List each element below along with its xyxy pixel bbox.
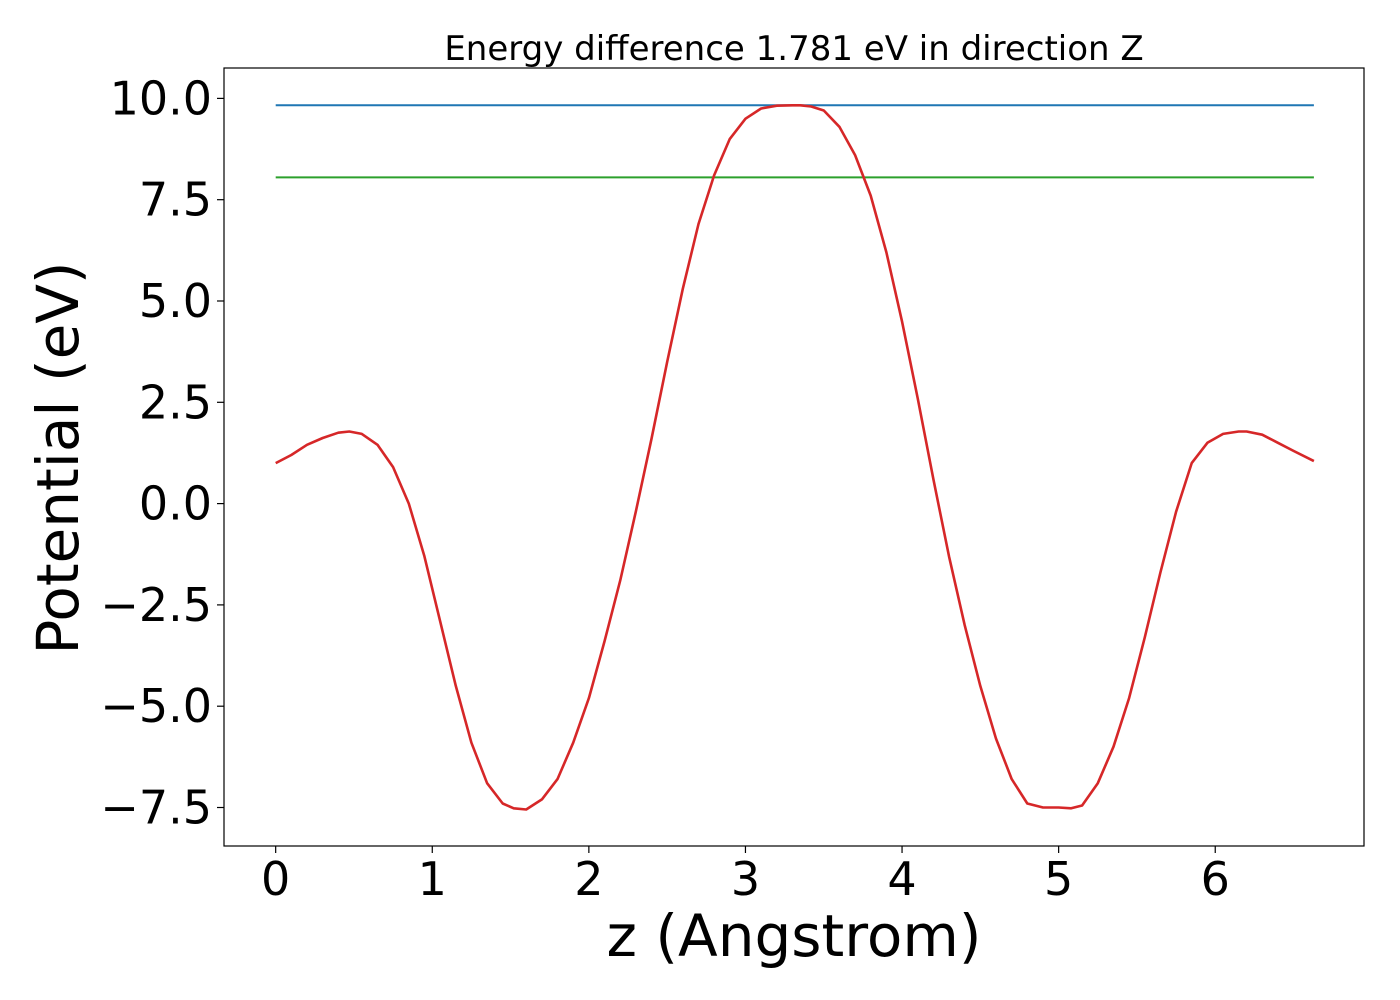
y-tick-label: −7.5 (100, 781, 212, 835)
y-tick-label: 2.5 (139, 375, 212, 429)
x-axis-label: z (Angstrom) (607, 902, 982, 970)
x-tick-label: 5 (1044, 852, 1073, 906)
plot-frame (223, 67, 1365, 847)
x-tick-label: 4 (887, 852, 916, 906)
y-tick-label: −5.0 (100, 679, 212, 733)
y-tick-label: 5.0 (139, 274, 212, 328)
y-tick-label: 7.5 (139, 173, 212, 227)
series-layer (275, 104, 1315, 811)
y-tick-label: 10.0 (110, 71, 212, 125)
x-axis: 0 1 2 3 4 5 6 (261, 846, 1230, 906)
x-tick-label: 2 (574, 852, 603, 906)
x-tick-label: 6 (1201, 852, 1230, 906)
x-tick-label: 0 (261, 852, 290, 906)
x-tick-label: 3 (731, 852, 760, 906)
y-tick-label: −2.5 (100, 578, 212, 632)
y-tick-label: 0.0 (139, 477, 212, 531)
x-tick-label: 1 (418, 852, 447, 906)
series-line-3 (275, 104, 1315, 811)
y-axis-label: Potential (eV) (24, 261, 92, 654)
chart-title: Energy difference 1.781 eV in direction … (444, 29, 1143, 69)
y-axis: −7.5 −5.0 −2.5 0.0 2.5 5.0 7.5 10.0 (100, 71, 224, 835)
